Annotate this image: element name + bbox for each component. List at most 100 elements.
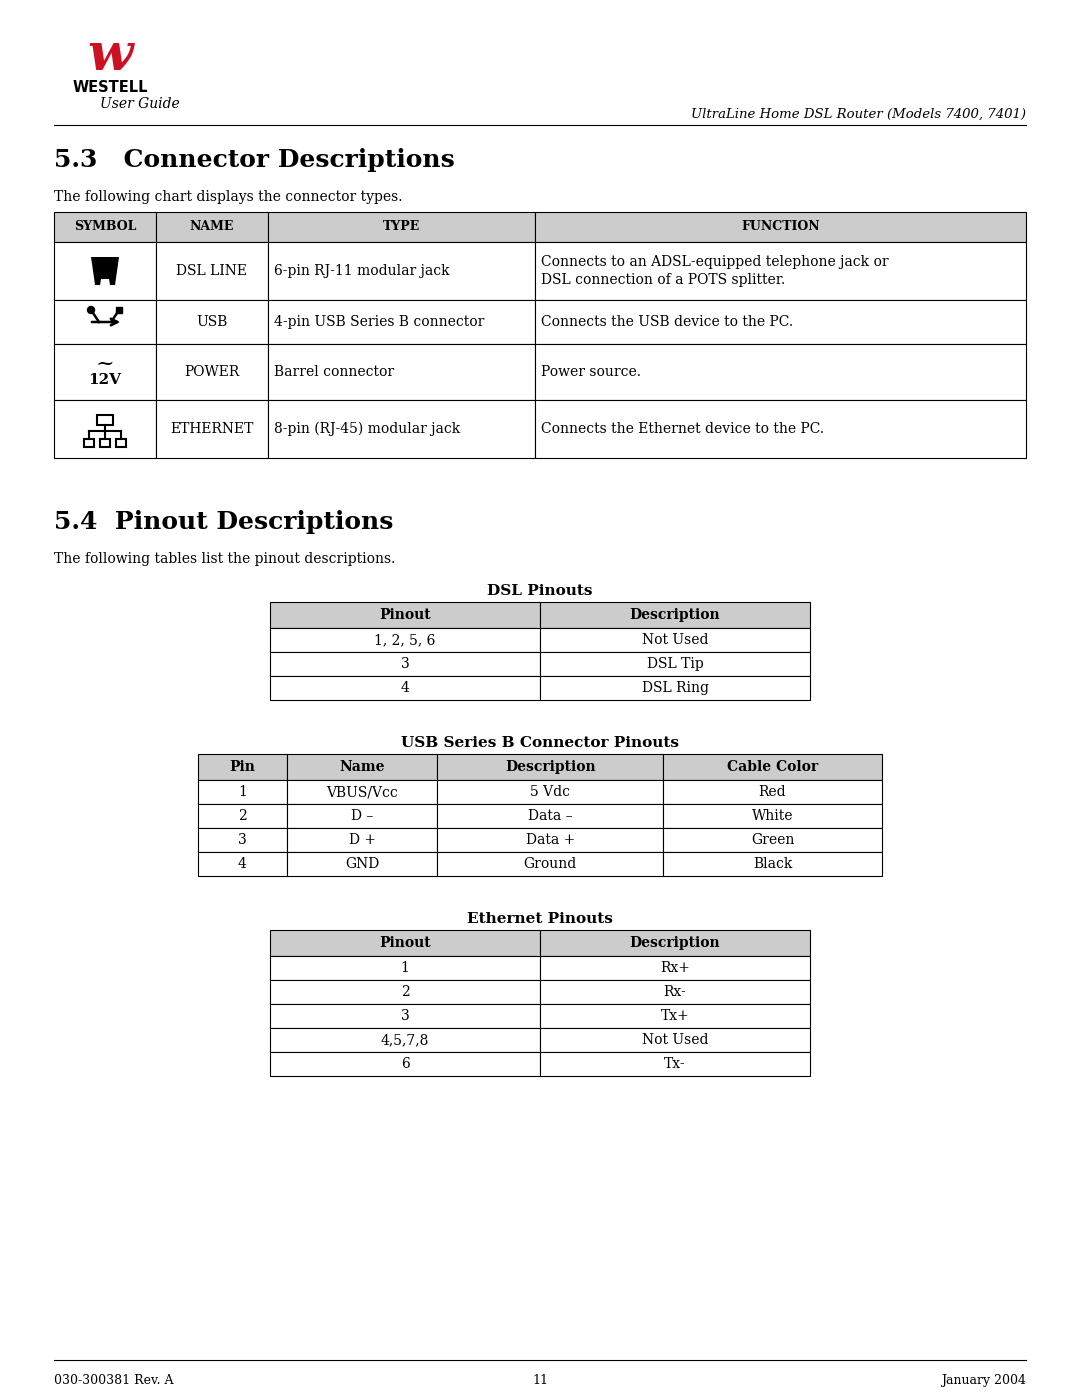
Bar [54,242,157,300]
Text: WESTELL: WESTELL [72,80,148,95]
Text: TYPE: TYPE [383,221,420,233]
Bar [270,1028,540,1052]
Bar [157,212,268,242]
Bar [540,1052,810,1076]
Bar [540,930,810,956]
Bar [198,828,287,852]
Bar [268,400,536,458]
Text: Red: Red [759,785,786,799]
Bar [287,852,437,876]
Text: User Guide: User Guide [100,96,179,110]
Text: Tx-: Tx- [664,1058,686,1071]
Bar [663,754,882,780]
Bar [540,1004,810,1028]
Bar [54,300,157,344]
Bar [540,1028,810,1052]
Bar [287,754,437,780]
Text: 3: 3 [401,657,409,671]
Text: 5.4  Pinout Descriptions: 5.4 Pinout Descriptions [54,510,393,534]
Text: Not Used: Not Used [642,633,708,647]
Text: Rx+: Rx+ [660,961,690,975]
Text: Not Used: Not Used [642,1032,708,1046]
Text: 11: 11 [532,1375,548,1387]
Circle shape [87,306,95,313]
Text: 4,5,7,8: 4,5,7,8 [381,1032,429,1046]
Bar [437,805,663,828]
Text: USB: USB [197,314,228,330]
Text: 1, 2, 5, 6: 1, 2, 5, 6 [375,633,435,647]
Bar [116,439,126,447]
Text: Description: Description [630,608,720,622]
Bar [540,602,810,629]
Text: 4-pin USB Series B connector: 4-pin USB Series B connector [274,314,484,330]
Text: 5.3   Connector Descriptions: 5.3 Connector Descriptions [54,148,455,172]
Bar [536,242,1026,300]
Text: VBUS/Vcc: VBUS/Vcc [326,785,399,799]
Text: SYMBOL: SYMBOL [73,221,136,233]
Text: 12V: 12V [89,373,122,387]
Text: Pinout: Pinout [379,936,431,950]
Bar [536,344,1026,400]
Text: POWER: POWER [185,365,240,379]
Bar [540,629,810,652]
Bar [663,780,882,805]
Bar [663,852,882,876]
Text: 4: 4 [238,856,247,870]
Text: Power source.: Power source. [541,365,642,379]
Text: GND: GND [345,856,379,870]
Text: Connects to an ADSL-equipped telephone jack or
DSL connection of a POTS splitter: Connects to an ADSL-equipped telephone j… [541,254,889,288]
Text: 5 Vdc: 5 Vdc [530,785,570,799]
Text: January 2004: January 2004 [941,1375,1026,1387]
Text: Ethernet Pinouts: Ethernet Pinouts [467,912,613,926]
Bar [536,212,1026,242]
Text: w: w [87,29,133,81]
Text: DSL Pinouts: DSL Pinouts [487,584,593,598]
Bar [437,754,663,780]
Bar [268,344,536,400]
Bar [540,956,810,981]
Text: DSL Tip: DSL Tip [647,657,703,671]
Bar [270,602,540,629]
Bar [270,956,540,981]
Text: D –: D – [351,809,374,823]
Text: Description: Description [630,936,720,950]
Bar [97,415,113,425]
Text: Data +: Data + [526,833,575,847]
Text: Connects the USB device to the PC.: Connects the USB device to the PC. [541,314,794,330]
Text: Rx-: Rx- [663,985,687,999]
Bar [536,300,1026,344]
Text: Cable Color: Cable Color [727,760,819,774]
Bar [540,981,810,1004]
Bar [287,805,437,828]
Text: Green: Green [751,833,794,847]
Bar [198,805,287,828]
Bar [268,242,536,300]
Text: 3: 3 [401,1009,409,1023]
Text: ETHERNET: ETHERNET [171,422,254,436]
Bar [270,981,540,1004]
Text: 2: 2 [401,985,409,999]
Bar [270,676,540,700]
Bar [157,400,268,458]
Text: Black: Black [753,856,793,870]
Bar [540,652,810,676]
Text: 4: 4 [401,680,409,694]
Bar [157,344,268,400]
Polygon shape [100,279,110,285]
Bar [198,780,287,805]
Text: ~: ~ [96,353,114,374]
Text: Description: Description [505,760,595,774]
Bar [268,212,536,242]
Bar [270,1004,540,1028]
Bar [54,344,157,400]
Text: Tx+: Tx+ [661,1009,689,1023]
Bar [663,828,882,852]
Text: Pin: Pin [230,760,255,774]
Text: 8-pin (RJ-45) modular jack: 8-pin (RJ-45) modular jack [274,422,460,436]
Text: Barrel connector: Barrel connector [274,365,394,379]
Text: The following chart displays the connector types.: The following chart displays the connect… [54,190,403,204]
Bar [270,930,540,956]
Text: 3: 3 [238,833,247,847]
Bar [198,852,287,876]
Text: D +: D + [349,833,376,847]
